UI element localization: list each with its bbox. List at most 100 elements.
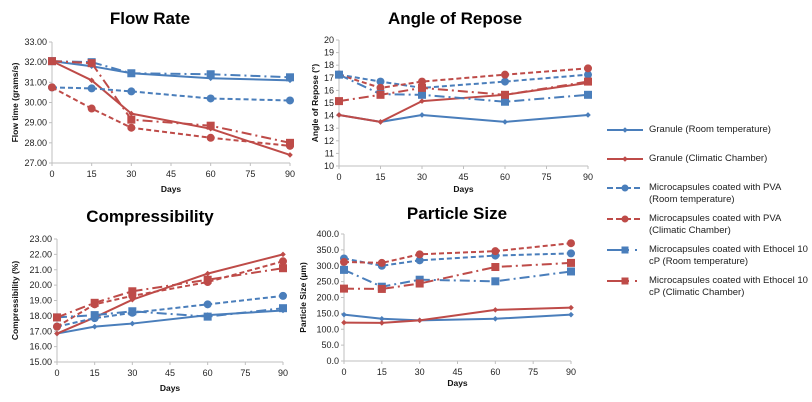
square-marker xyxy=(206,121,215,130)
square-marker xyxy=(87,59,96,68)
x-tick-label: 75 xyxy=(528,367,538,377)
diamond-marker xyxy=(568,311,574,318)
y-axis-label: Flow time (grams/s) xyxy=(10,62,20,142)
y-tick-label: 200.0 xyxy=(316,293,339,303)
legend-label: Granule (Room temperature) xyxy=(649,124,771,135)
x-tick-label: 30 xyxy=(415,367,425,377)
y-tick-label: 33.00 xyxy=(24,37,47,47)
x-tick-label: 45 xyxy=(166,169,176,179)
x-axis-label: Days xyxy=(160,383,181,393)
legend-swatch xyxy=(607,184,643,192)
circle-marker xyxy=(203,300,212,309)
diamond-marker xyxy=(492,307,499,313)
circle-marker xyxy=(87,104,96,113)
circle-marker xyxy=(621,215,629,223)
y-tick-label: 400.0 xyxy=(316,229,339,239)
x-tick-label: 45 xyxy=(165,368,175,378)
square-marker xyxy=(206,70,215,79)
x-tick-label: 90 xyxy=(278,368,288,378)
x-tick-label: 75 xyxy=(541,172,551,182)
y-tick-label: 32.00 xyxy=(24,57,47,67)
square-marker xyxy=(491,277,500,286)
x-tick-label: 45 xyxy=(458,172,468,182)
legend-item-granule-cc: Granule (Climatic Chamber) xyxy=(605,153,810,165)
x-tick-label: 0 xyxy=(341,367,346,377)
y-tick-label: 15 xyxy=(324,98,334,108)
diamond-marker xyxy=(379,320,385,326)
circle-marker xyxy=(415,250,424,259)
legend-swatch xyxy=(607,277,643,285)
y-tick-label: 350.0 xyxy=(316,245,339,255)
square-marker xyxy=(128,307,137,316)
series-line xyxy=(338,67,589,89)
y-tick-label: 18.00 xyxy=(29,311,52,321)
legend-item-pva-cc: Microcapsules coated with PVA (Climatic … xyxy=(605,213,810,237)
square-marker xyxy=(335,70,343,79)
y-tick-label: 23.00 xyxy=(29,234,52,244)
square-marker xyxy=(279,264,287,273)
y-tick-label: 20 xyxy=(324,35,334,45)
square-marker xyxy=(584,90,592,99)
diamond-marker xyxy=(419,112,425,118)
diamond-marker xyxy=(336,112,342,118)
circle-marker xyxy=(567,239,575,248)
series-1 xyxy=(336,112,591,125)
legend-swatch xyxy=(607,215,643,223)
square-marker xyxy=(90,298,99,307)
series-line xyxy=(338,81,589,123)
y-tick-label: 19.00 xyxy=(29,296,52,306)
y-axis-label: Angle of Repose (°) xyxy=(310,64,320,143)
circle-marker xyxy=(567,249,575,258)
x-tick-label: 15 xyxy=(90,368,100,378)
y-tick-label: 16.00 xyxy=(29,342,52,352)
x-tick-label: 60 xyxy=(500,172,510,182)
diamond-marker xyxy=(341,311,347,318)
circle-marker xyxy=(127,123,136,132)
legend-item-pva-rt: Microcapsules coated with PVA (Room temp… xyxy=(605,182,810,206)
y-tick-label: 22.00 xyxy=(29,249,52,259)
x-axis-label: Days xyxy=(453,184,474,194)
square-marker xyxy=(377,284,386,293)
legend-item-granule-rt: Granule (Room temperature) xyxy=(605,124,810,136)
series-1 xyxy=(341,311,574,324)
y-tick-label: 100.0 xyxy=(316,324,339,334)
y-tick-label: 10 xyxy=(324,161,334,171)
circle-marker xyxy=(584,70,592,79)
chart-compressibility: Compressibility 15.00 16.00 17.00 18.00 19.00… xyxy=(10,207,288,393)
series-6 xyxy=(53,264,287,322)
series-line xyxy=(56,267,284,319)
diamond-marker xyxy=(377,119,384,125)
circle-marker xyxy=(501,70,509,79)
series-2 xyxy=(54,251,286,337)
diamond-marker xyxy=(622,127,628,133)
y-tick-label: 21.00 xyxy=(29,265,52,275)
square-marker xyxy=(127,115,136,124)
series-line xyxy=(343,261,572,290)
x-tick-label: 60 xyxy=(490,367,500,377)
x-tick-label: 15 xyxy=(377,367,387,377)
x-tick-label: 60 xyxy=(203,368,213,378)
x-tick-label: 45 xyxy=(452,367,462,377)
diamond-marker xyxy=(419,98,425,104)
series-line xyxy=(338,73,589,89)
chart-angle-of-repose: Angle of Repose 10 11 12 13 14 15 16 17 18 19 20 0 15… xyxy=(310,9,593,194)
square-marker xyxy=(418,90,426,99)
x-tick-label: 0 xyxy=(336,172,341,182)
square-marker xyxy=(286,73,294,82)
square-marker xyxy=(501,97,509,106)
x-tick-label: 15 xyxy=(375,172,385,182)
square-marker xyxy=(90,311,99,320)
series-6 xyxy=(48,57,294,147)
y-tick-label: 19 xyxy=(324,48,334,58)
series-line xyxy=(343,268,572,288)
x-tick-label: 60 xyxy=(206,169,216,179)
y-axis-label: Compressibility (%) xyxy=(10,261,20,341)
y-tick-label: 250.0 xyxy=(316,277,339,287)
series-6 xyxy=(340,258,575,293)
y-tick-label: 12 xyxy=(324,136,334,146)
x-tick-label: 0 xyxy=(49,169,54,179)
legend-label: Granule (Climatic Chamber) xyxy=(649,153,768,164)
square-marker xyxy=(53,313,61,322)
square-marker xyxy=(127,69,136,78)
legend-swatch xyxy=(607,127,643,133)
